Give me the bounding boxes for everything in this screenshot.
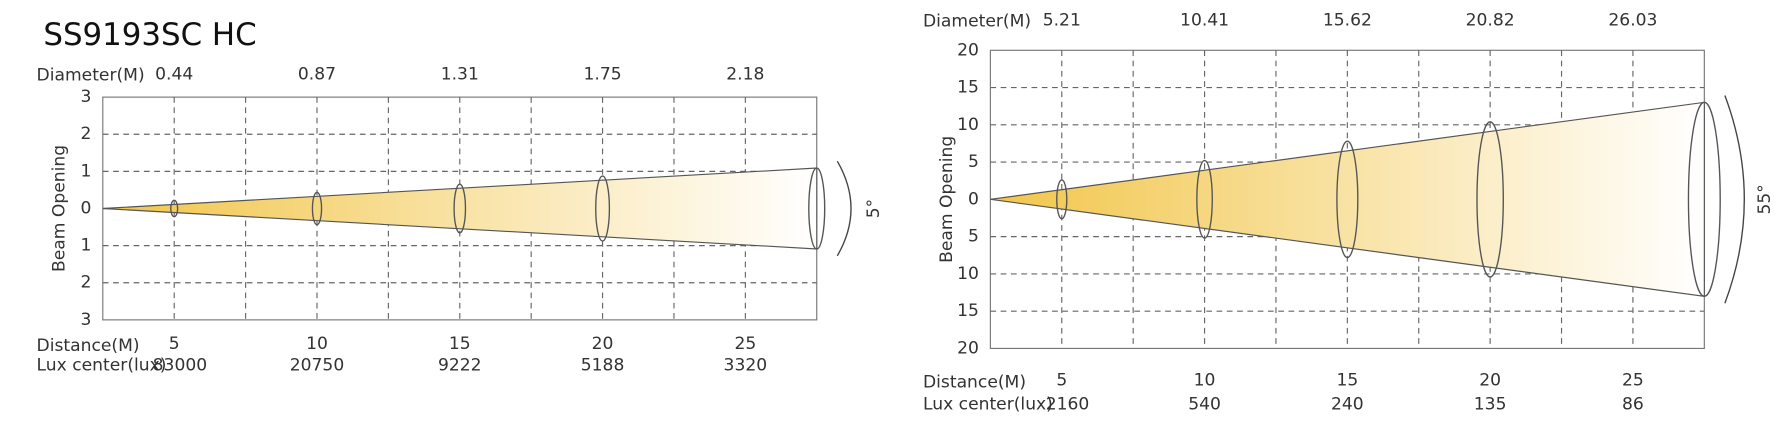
beam-diameter xyxy=(808,167,826,250)
diameter-label: 1.31 xyxy=(441,64,479,84)
y-tick-label: 2 xyxy=(80,273,91,293)
lux-label: 2160 xyxy=(1046,394,1090,414)
y-tick-label: 20 xyxy=(957,338,979,358)
beam-diameter xyxy=(1196,159,1213,239)
beam-diameter xyxy=(595,175,611,242)
beam-diameter xyxy=(1687,101,1721,298)
y-tick-label: 20 xyxy=(957,40,979,60)
lux-label: 86 xyxy=(1622,394,1644,414)
y-tick-label: 5 xyxy=(968,152,979,172)
distance-axis-label: Distance(M) xyxy=(923,373,1026,393)
y-tick-label: 1 xyxy=(80,236,91,256)
y-axis-label: Beam Opening xyxy=(937,136,957,263)
lux-label: 5188 xyxy=(581,356,625,376)
diameter-label: 20.82 xyxy=(1466,11,1515,31)
beam xyxy=(102,167,818,250)
beam-diameter xyxy=(1056,179,1068,220)
diameter-label: 5.21 xyxy=(1043,11,1081,31)
y-tick-label: 15 xyxy=(957,78,979,98)
diameter-label: 1.75 xyxy=(583,64,621,84)
diameter-axis-label: Diameter(M) xyxy=(923,12,1031,32)
diameter-label: 0.44 xyxy=(155,64,193,84)
lux-label: 3320 xyxy=(724,356,768,376)
y-tick-label: 3 xyxy=(80,87,91,107)
y-tick-label: 10 xyxy=(957,264,979,284)
distance-label: 10 xyxy=(306,334,328,354)
beam-diameter xyxy=(1476,121,1504,278)
y-tick-label: 0 xyxy=(80,199,91,219)
y-axis-label: Beam Opening xyxy=(49,145,69,272)
lux-label: 20750 xyxy=(290,356,344,376)
beam-diameter xyxy=(1336,140,1359,259)
distance-label: 5 xyxy=(169,334,180,354)
lux-label: 9222 xyxy=(438,356,482,376)
lux-axis-label: Lux center(lux) xyxy=(37,356,167,376)
y-tick-label: 0 xyxy=(968,189,979,209)
y-tick-label: 2 xyxy=(80,124,91,144)
beam-diameter xyxy=(453,183,467,234)
distance-label: 15 xyxy=(449,334,471,354)
diameter-label: 15.62 xyxy=(1323,11,1372,31)
diameter-label: 10.41 xyxy=(1180,11,1229,31)
distance-label: 15 xyxy=(1336,370,1358,390)
angle-arc xyxy=(836,160,852,257)
distance-axis-label: Distance(M) xyxy=(37,336,140,356)
lux-label: 240 xyxy=(1331,394,1364,414)
distance-label: 25 xyxy=(1622,370,1644,390)
distance-label: 25 xyxy=(734,334,756,354)
angle-arc xyxy=(1724,95,1745,304)
distance-label: 20 xyxy=(592,334,614,354)
beam-diameter xyxy=(311,191,323,226)
beam-diameter xyxy=(170,199,179,218)
beam xyxy=(990,101,1705,298)
lux-label: 83000 xyxy=(153,356,207,376)
diameter-label: 26.03 xyxy=(1608,11,1657,31)
diameter-label: 2.18 xyxy=(726,64,764,84)
lux-axis-label: Lux center(lux) xyxy=(923,394,1053,414)
distance-label: 20 xyxy=(1479,370,1501,390)
y-tick-label: 15 xyxy=(957,301,979,321)
angle-label: 5° xyxy=(864,199,884,218)
y-tick-label: 10 xyxy=(957,115,979,135)
y-tick-label: 1 xyxy=(80,161,91,181)
y-tick-label: 3 xyxy=(80,310,91,330)
angle-label: 55° xyxy=(1755,184,1775,214)
page-title: SS9193SC HC xyxy=(43,17,256,53)
diameter-label: 0.87 xyxy=(298,64,336,84)
diameter-axis-label: Diameter(M) xyxy=(37,65,145,85)
distance-label: 5 xyxy=(1056,370,1067,390)
y-tick-label: 5 xyxy=(968,227,979,247)
lux-label: 540 xyxy=(1188,394,1221,414)
lux-label: 135 xyxy=(1474,394,1507,414)
distance-label: 10 xyxy=(1194,370,1216,390)
